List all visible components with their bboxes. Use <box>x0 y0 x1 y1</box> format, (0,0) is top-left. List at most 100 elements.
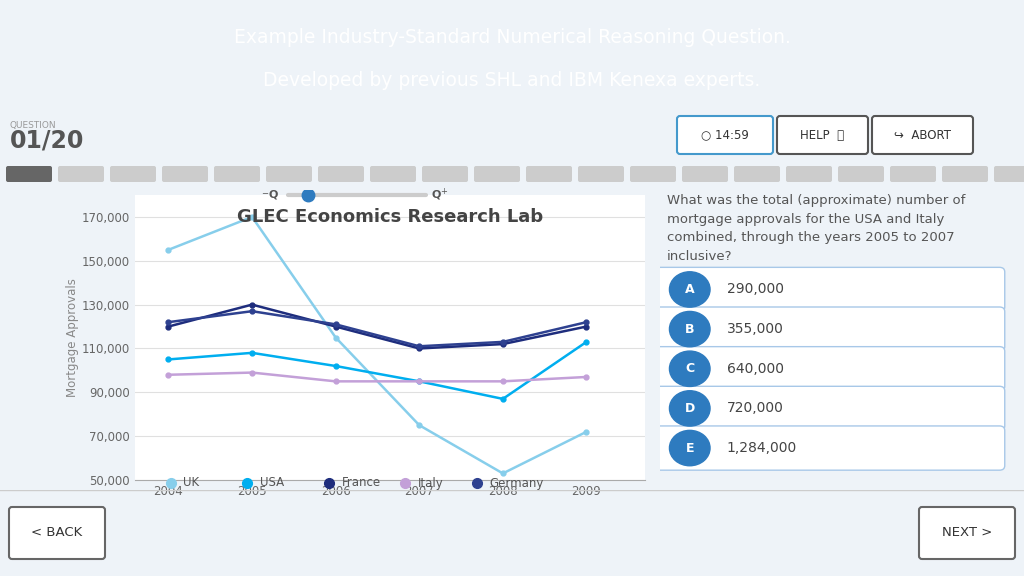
FancyBboxPatch shape <box>654 426 1005 470</box>
Text: Q: Q <box>431 190 440 200</box>
Text: −: − <box>261 189 268 198</box>
FancyBboxPatch shape <box>919 507 1015 559</box>
FancyBboxPatch shape <box>994 166 1024 182</box>
FancyBboxPatch shape <box>370 166 416 182</box>
Germany <box>497 339 509 346</box>
Text: < BACK: < BACK <box>32 526 83 540</box>
Italy <box>162 372 174 378</box>
Italy <box>413 378 425 385</box>
FancyBboxPatch shape <box>890 166 936 182</box>
USA <box>330 362 342 369</box>
Circle shape <box>670 430 710 466</box>
Text: HELP  ⓘ: HELP ⓘ <box>801 128 845 142</box>
Germany <box>413 343 425 350</box>
FancyBboxPatch shape <box>474 166 520 182</box>
FancyBboxPatch shape <box>58 166 104 182</box>
Italy <box>246 369 258 376</box>
UK <box>581 429 593 435</box>
Text: ○ 14:59: ○ 14:59 <box>701 128 749 142</box>
Text: Italy: Italy <box>418 476 443 490</box>
FancyBboxPatch shape <box>6 166 52 182</box>
FancyBboxPatch shape <box>654 267 1005 312</box>
Line: USA: USA <box>166 339 589 401</box>
Germany <box>581 319 593 325</box>
Circle shape <box>670 312 710 347</box>
Text: A: A <box>685 283 694 296</box>
France <box>413 345 425 352</box>
FancyBboxPatch shape <box>786 166 831 182</box>
UK <box>497 470 509 477</box>
Text: QUESTION: QUESTION <box>10 121 56 130</box>
UK <box>413 422 425 429</box>
Text: +: + <box>440 187 447 196</box>
Text: 720,000: 720,000 <box>726 401 783 415</box>
Germany <box>330 321 342 328</box>
Text: D: D <box>685 402 695 415</box>
FancyBboxPatch shape <box>318 166 364 182</box>
UK <box>330 334 342 341</box>
France <box>330 323 342 330</box>
FancyBboxPatch shape <box>578 166 624 182</box>
FancyBboxPatch shape <box>9 507 105 559</box>
FancyBboxPatch shape <box>654 307 1005 351</box>
Text: E: E <box>685 442 694 454</box>
FancyBboxPatch shape <box>777 116 868 154</box>
USA <box>246 350 258 357</box>
Text: Germany: Germany <box>489 476 544 490</box>
France <box>497 340 509 347</box>
Text: GLEC Economics Research Lab: GLEC Economics Research Lab <box>237 208 543 226</box>
FancyBboxPatch shape <box>654 386 1005 430</box>
USA <box>581 339 593 346</box>
Italy <box>330 378 342 385</box>
FancyBboxPatch shape <box>942 166 988 182</box>
USA <box>497 396 509 403</box>
FancyBboxPatch shape <box>838 166 884 182</box>
FancyBboxPatch shape <box>682 166 728 182</box>
FancyBboxPatch shape <box>677 116 773 154</box>
Circle shape <box>670 272 710 307</box>
FancyBboxPatch shape <box>110 166 156 182</box>
France <box>162 323 174 330</box>
FancyBboxPatch shape <box>214 166 260 182</box>
Text: USA: USA <box>260 476 284 490</box>
Text: ↪  ABORT: ↪ ABORT <box>894 128 951 142</box>
Circle shape <box>670 391 710 426</box>
Text: 290,000: 290,000 <box>726 282 783 297</box>
Text: France: France <box>342 476 381 490</box>
Line: Germany: Germany <box>166 309 589 348</box>
Text: UK: UK <box>183 476 200 490</box>
France <box>246 301 258 308</box>
Line: Italy: Italy <box>166 370 589 384</box>
UK <box>162 247 174 253</box>
FancyBboxPatch shape <box>654 347 1005 391</box>
Text: 640,000: 640,000 <box>726 362 783 376</box>
Germany <box>246 308 258 314</box>
Text: 1,284,000: 1,284,000 <box>726 441 797 455</box>
FancyBboxPatch shape <box>266 166 312 182</box>
USA <box>413 378 425 385</box>
FancyBboxPatch shape <box>526 166 572 182</box>
Text: 355,000: 355,000 <box>726 322 783 336</box>
Text: What was the total (approximate) number of
mortgage approvals for the USA and It: What was the total (approximate) number … <box>667 194 966 263</box>
Germany <box>162 319 174 325</box>
Text: Q: Q <box>268 190 278 200</box>
Line: France: France <box>166 302 589 351</box>
Y-axis label: Mortgage Approvals: Mortgage Approvals <box>67 278 79 397</box>
FancyBboxPatch shape <box>734 166 780 182</box>
FancyBboxPatch shape <box>630 166 676 182</box>
Text: C: C <box>685 362 694 375</box>
Italy <box>581 373 593 380</box>
Text: Developed by previous SHL and IBM Kenexa experts.: Developed by previous SHL and IBM Kenexa… <box>263 71 761 90</box>
Text: NEXT >: NEXT > <box>942 526 992 540</box>
USA <box>162 356 174 363</box>
Text: B: B <box>685 323 694 336</box>
Text: 01/20: 01/20 <box>10 128 84 152</box>
FancyBboxPatch shape <box>422 166 468 182</box>
Text: Example Industry-Standard Numerical Reasoning Question.: Example Industry-Standard Numerical Reas… <box>233 28 791 47</box>
FancyBboxPatch shape <box>872 116 973 154</box>
Circle shape <box>670 351 710 386</box>
France <box>581 323 593 330</box>
FancyBboxPatch shape <box>162 166 208 182</box>
UK <box>246 214 258 221</box>
Line: UK: UK <box>166 214 589 476</box>
